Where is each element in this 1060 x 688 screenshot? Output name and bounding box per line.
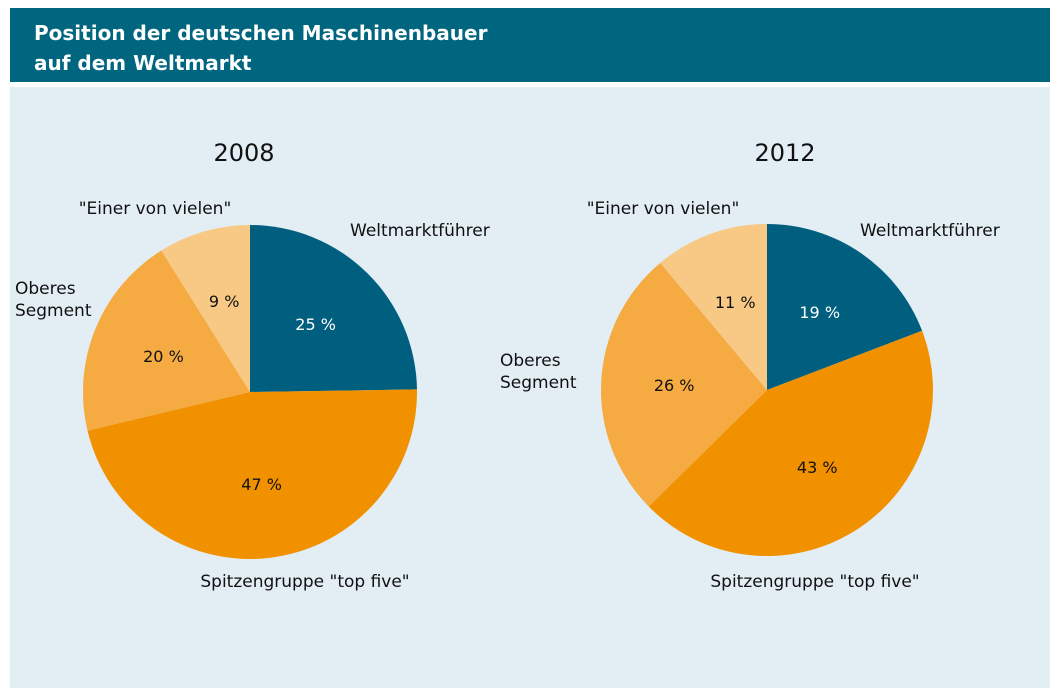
category-label: Weltmarktführer xyxy=(350,221,490,241)
header-title: Position der deutschen Maschinenbauer au… xyxy=(34,21,488,75)
category-label: "Einer von vielen" xyxy=(78,199,232,219)
pie-title: 2008 xyxy=(213,139,275,167)
pie-slice xyxy=(660,224,767,390)
value-label: 11 % xyxy=(714,292,756,312)
category-label: Oberes Segment xyxy=(15,279,92,321)
value-label: 43 % xyxy=(796,458,838,478)
value-label: 9 % xyxy=(208,292,240,312)
value-label: 26 % xyxy=(653,375,695,395)
category-label: "Einer von vielen" xyxy=(586,199,740,219)
pie-slice xyxy=(767,224,923,390)
pie-title: 2012 xyxy=(754,139,816,167)
pie-slice xyxy=(601,262,767,507)
category-label: Spitzengruppe "top five" xyxy=(200,572,410,592)
pie-slice xyxy=(250,225,417,392)
value-label: 25 % xyxy=(295,315,336,335)
value-label: 47 % xyxy=(241,474,282,494)
pie-slice xyxy=(87,389,418,559)
value-label: 19 % xyxy=(799,303,841,323)
category-label: Spitzengruppe "top five" xyxy=(710,572,920,592)
header: Position der deutschen Maschinenbauer au… xyxy=(10,8,1050,82)
category-label: Oberes Segment xyxy=(500,351,577,393)
value-label: 20 % xyxy=(143,346,184,366)
pie-slice xyxy=(161,225,250,392)
category-label: Weltmarktführer xyxy=(860,221,1000,241)
pie-slice xyxy=(82,250,250,431)
pie-slice xyxy=(648,330,933,557)
